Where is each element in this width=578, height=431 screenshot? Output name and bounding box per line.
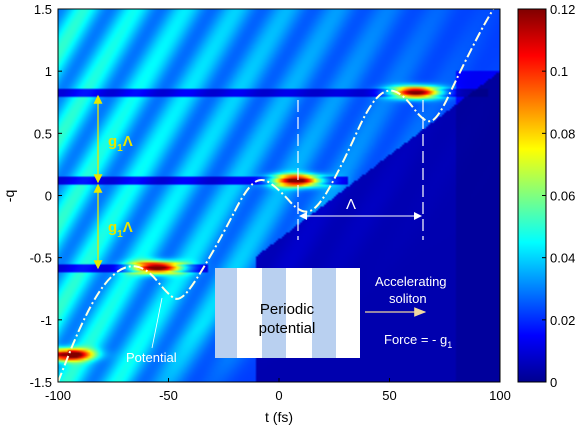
accelerating-label-line1: Accelerating: [375, 274, 447, 289]
x-tick-label: 50: [382, 388, 396, 403]
y-tick-label: 0.5: [34, 126, 52, 141]
periodic-label-line2: potential: [259, 320, 316, 337]
y-axis: 1.5 1 0.5 0 -0.5 -1 -1.5: [30, 2, 62, 390]
y-tick-label: 0: [45, 189, 52, 204]
colorbar-tick-label: 0: [550, 375, 557, 390]
g1-upper-label: g1Λ: [108, 133, 133, 154]
y-tick-label: -0.5: [30, 251, 52, 266]
potential-label: Potential: [126, 350, 177, 365]
colorbar-tick-label: 0.12: [550, 2, 575, 17]
g1-lower-label: g1Λ: [108, 219, 133, 240]
potential-stripe: [215, 268, 237, 358]
potential-curve: [58, 9, 495, 382]
potential-stripe: [262, 268, 286, 358]
x-tick-label: -100: [45, 388, 71, 403]
lambda-label: Λ: [346, 196, 356, 213]
y-tick-label: -1.5: [30, 375, 52, 390]
x-axis: -100 -50 0 50 100: [45, 378, 511, 403]
annotations: g1Λ g1Λ Λ Periodic potential Acceleratin…: [93, 94, 452, 365]
periodic-label-line1: Periodic: [260, 301, 315, 318]
x-tick-label: -50: [159, 388, 178, 403]
x-tick-label: 100: [489, 388, 511, 403]
potential-pointer: [151, 297, 163, 349]
colorbar-tick-label: 0.06: [550, 189, 575, 204]
y-axis-label: -q: [1, 190, 17, 202]
potential-stripe: [312, 268, 336, 358]
y-tick-label: -1: [40, 313, 52, 328]
colorbar-tick-label: 0.04: [550, 251, 575, 266]
accelerating-label-line2: soliton: [389, 291, 427, 306]
colorbar: [517, 8, 547, 383]
y-tick-label: 1: [45, 64, 52, 79]
colorbar-tick-label: 0.1: [550, 64, 568, 79]
colorbar-ticks: 0.12 0.1 0.08 0.06 0.04 0.02 0: [542, 2, 575, 390]
x-axis-label: t (fs): [265, 409, 293, 425]
colorbar-tick-label: 0.08: [550, 126, 575, 141]
x-tick-label: 0: [275, 388, 282, 403]
colorbar-tick-label: 0.02: [550, 313, 575, 328]
force-label: Force = - g1: [384, 332, 452, 350]
y-tick-label: 1.5: [34, 2, 52, 17]
